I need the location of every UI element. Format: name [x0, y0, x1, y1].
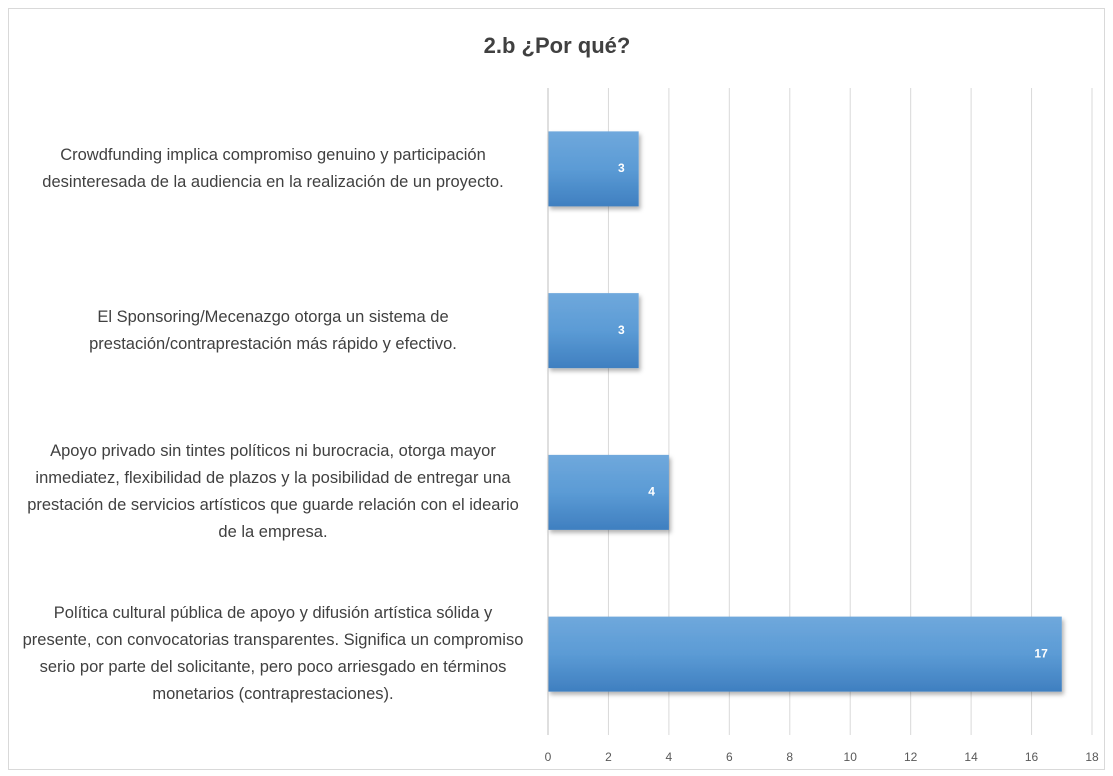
- x-tick-label: 2: [605, 750, 612, 764]
- category-label: Política cultural pública de apoyo y dif…: [22, 604, 524, 704]
- bar: [548, 454, 669, 530]
- data-label: 3: [618, 161, 625, 175]
- x-tick-label: 0: [545, 750, 552, 764]
- x-tick-label: 18: [1085, 750, 1099, 764]
- x-tick-label: 16: [1025, 750, 1039, 764]
- data-label: 4: [648, 485, 655, 499]
- x-tick-label: 14: [964, 750, 978, 764]
- category-label: El Sponsoring/Mecenazgo otorga un sistem…: [89, 307, 457, 353]
- bar: [548, 616, 1062, 692]
- x-tick-label: 12: [904, 750, 918, 764]
- x-tick-label: 4: [666, 750, 673, 764]
- x-tick-label: 10: [844, 750, 858, 764]
- data-label: 3: [618, 323, 625, 337]
- chart-title: 2.b ¿Por qué?: [484, 33, 631, 58]
- data-label: 17: [1034, 646, 1048, 660]
- x-tick-label: 8: [786, 750, 793, 764]
- x-tick-label: 6: [726, 750, 733, 764]
- bar: [548, 131, 639, 207]
- category-label: Crowdfunding implica compromiso genuino …: [42, 145, 504, 191]
- bar: [548, 293, 639, 369]
- category-label: Apoyo privado sin tintes políticos ni bu…: [27, 442, 519, 542]
